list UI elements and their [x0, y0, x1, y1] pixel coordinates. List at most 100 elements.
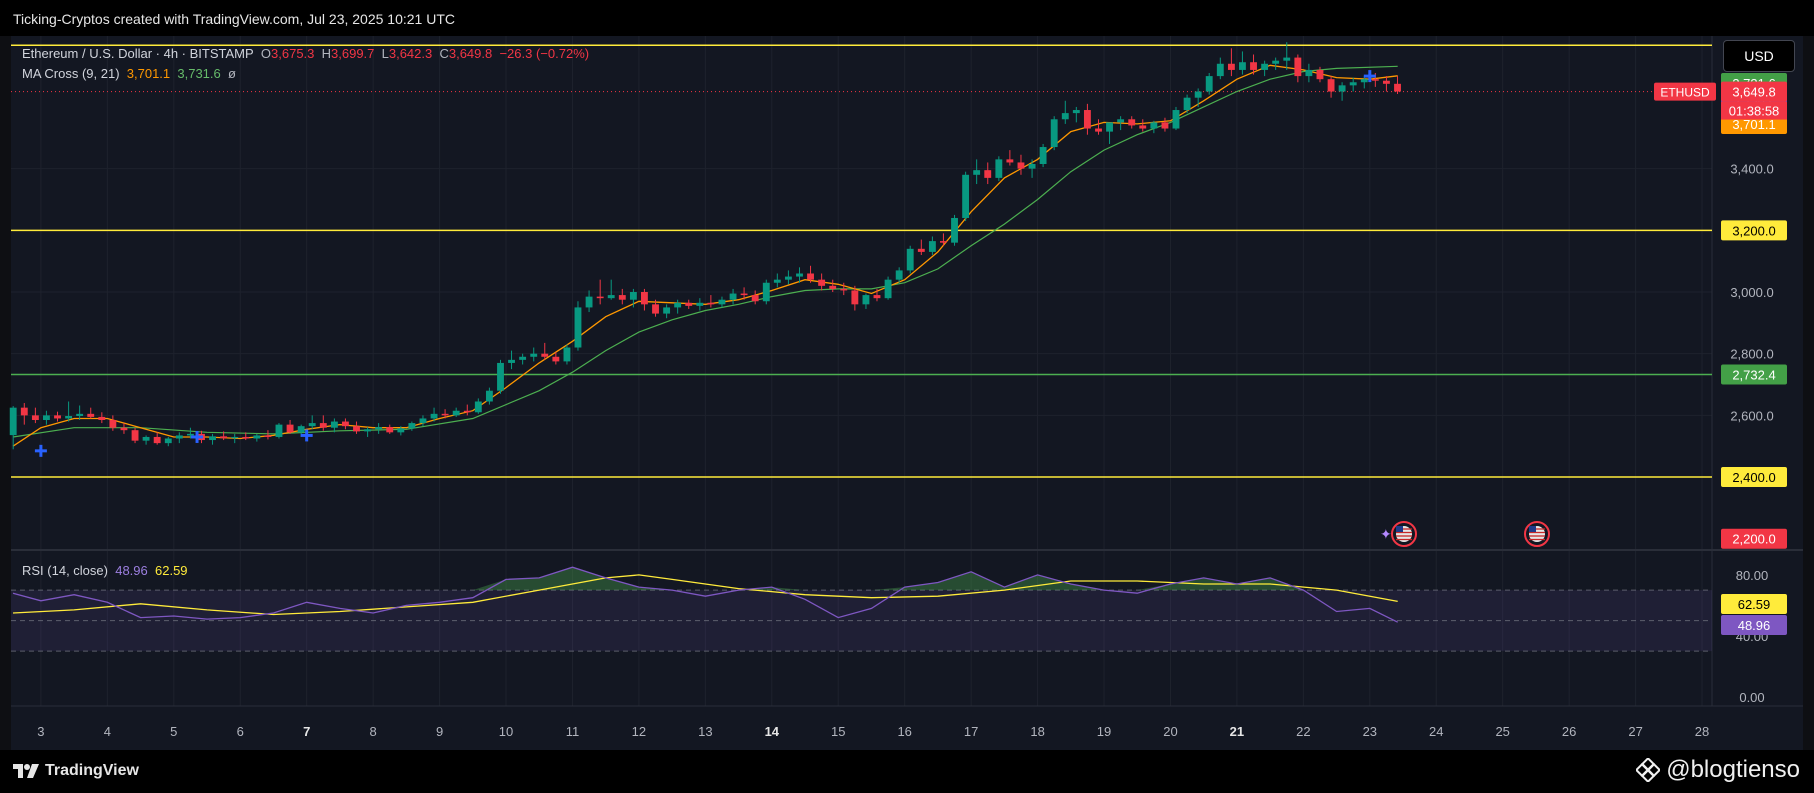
- candle[interactable]: [76, 405, 84, 420]
- candle[interactable]: [984, 162, 992, 185]
- candle[interactable]: [840, 282, 848, 296]
- candle[interactable]: [1161, 117, 1169, 132]
- candle[interactable]: [762, 279, 770, 305]
- candle[interactable]: [164, 436, 172, 447]
- candle[interactable]: [319, 415, 327, 431]
- candle[interactable]: [784, 270, 792, 285]
- candle[interactable]: [1272, 57, 1280, 70]
- candle[interactable]: [652, 299, 659, 317]
- candle[interactable]: [441, 409, 449, 419]
- candle[interactable]: [1028, 159, 1036, 178]
- candle[interactable]: [585, 290, 593, 313]
- candle[interactable]: [1227, 48, 1235, 77]
- candle[interactable]: [275, 423, 283, 439]
- candle[interactable]: [65, 401, 73, 422]
- candle[interactable]: [1382, 76, 1390, 92]
- candle[interactable]: [286, 420, 294, 434]
- candle[interactable]: [42, 410, 50, 425]
- candle[interactable]: [951, 214, 958, 246]
- candle[interactable]: [485, 387, 493, 405]
- candle[interactable]: [1216, 57, 1224, 80]
- candle[interactable]: [851, 285, 859, 311]
- candle[interactable]: [1006, 150, 1014, 166]
- candle[interactable]: [596, 279, 604, 305]
- candle[interactable]: [220, 431, 228, 441]
- candle[interactable]: [341, 418, 349, 430]
- tradingview-logo[interactable]: TradingView: [13, 762, 139, 780]
- candle[interactable]: [696, 298, 704, 311]
- candle[interactable]: [330, 418, 338, 433]
- candle[interactable]: [796, 267, 803, 283]
- candle[interactable]: [142, 435, 150, 445]
- candle[interactable]: [1139, 119, 1147, 132]
- candle[interactable]: [386, 424, 394, 434]
- candle[interactable]: [31, 407, 39, 424]
- candle[interactable]: [519, 353, 527, 365]
- candle[interactable]: [1072, 106, 1080, 123]
- candle[interactable]: [375, 423, 383, 434]
- candle[interactable]: [1327, 76, 1335, 98]
- candle[interactable]: [751, 290, 759, 305]
- candle[interactable]: [209, 433, 216, 445]
- candle[interactable]: [1017, 154, 1025, 175]
- candle[interactable]: [1150, 120, 1158, 134]
- candle[interactable]: [253, 433, 261, 442]
- candle[interactable]: [829, 279, 837, 292]
- candle[interactable]: [685, 299, 693, 309]
- candle[interactable]: [1261, 60, 1269, 77]
- candle[interactable]: [1294, 54, 1302, 83]
- candle[interactable]: [20, 403, 28, 425]
- candle[interactable]: [552, 352, 560, 365]
- candle[interactable]: [364, 427, 372, 437]
- candle[interactable]: [884, 276, 892, 300]
- candle[interactable]: [1349, 77, 1357, 92]
- candle[interactable]: [1128, 116, 1136, 129]
- candle[interactable]: [1050, 116, 1058, 151]
- candle[interactable]: [109, 415, 117, 431]
- candle[interactable]: [497, 359, 504, 394]
- candle[interactable]: [530, 347, 538, 362]
- candle[interactable]: [1039, 143, 1047, 168]
- candle[interactable]: [1316, 66, 1324, 83]
- candle[interactable]: [1095, 119, 1102, 135]
- candle[interactable]: [397, 426, 405, 436]
- us-event-flag-icon[interactable]: [1524, 521, 1550, 547]
- candle[interactable]: [541, 342, 549, 360]
- candle[interactable]: [98, 412, 106, 424]
- chart-canvas[interactable]: ✦ 2,400.0 2,600.0 2,800.0 3,000.0 3,200.0 3,4…: [0, 0, 1814, 750]
- candle[interactable]: [1183, 94, 1191, 114]
- candle[interactable]: [87, 407, 95, 419]
- candle[interactable]: [563, 344, 571, 365]
- candle[interactable]: [640, 288, 648, 311]
- candle[interactable]: [54, 411, 61, 422]
- candle[interactable]: [618, 288, 626, 305]
- candle[interactable]: [1305, 63, 1313, 83]
- candle[interactable]: [1238, 51, 1246, 75]
- candle[interactable]: [807, 265, 814, 283]
- candle[interactable]: [430, 407, 438, 422]
- candle[interactable]: [574, 301, 582, 351]
- candle[interactable]: [962, 171, 970, 222]
- candle[interactable]: [1083, 103, 1091, 135]
- candle[interactable]: [1205, 73, 1213, 95]
- candle[interactable]: [928, 236, 936, 255]
- candle[interactable]: [408, 421, 416, 431]
- candle[interactable]: [740, 287, 748, 300]
- candle[interactable]: [308, 415, 316, 430]
- candle[interactable]: [463, 404, 471, 416]
- candle[interactable]: [906, 245, 914, 274]
- candle[interactable]: [629, 288, 637, 308]
- candle[interactable]: [353, 421, 360, 434]
- us-event-flag-icon[interactable]: ✦: [1380, 521, 1417, 547]
- candle[interactable]: [663, 304, 671, 319]
- candle[interactable]: [773, 273, 781, 288]
- candle[interactable]: [1360, 76, 1368, 89]
- candle[interactable]: [508, 350, 515, 370]
- candle[interactable]: [419, 415, 427, 427]
- candle[interactable]: [1117, 116, 1125, 131]
- candle[interactable]: [862, 293, 870, 309]
- candle[interactable]: [9, 406, 17, 450]
- candle[interactable]: [729, 288, 737, 305]
- candle[interactable]: [175, 432, 183, 444]
- candle[interactable]: [1061, 100, 1069, 124]
